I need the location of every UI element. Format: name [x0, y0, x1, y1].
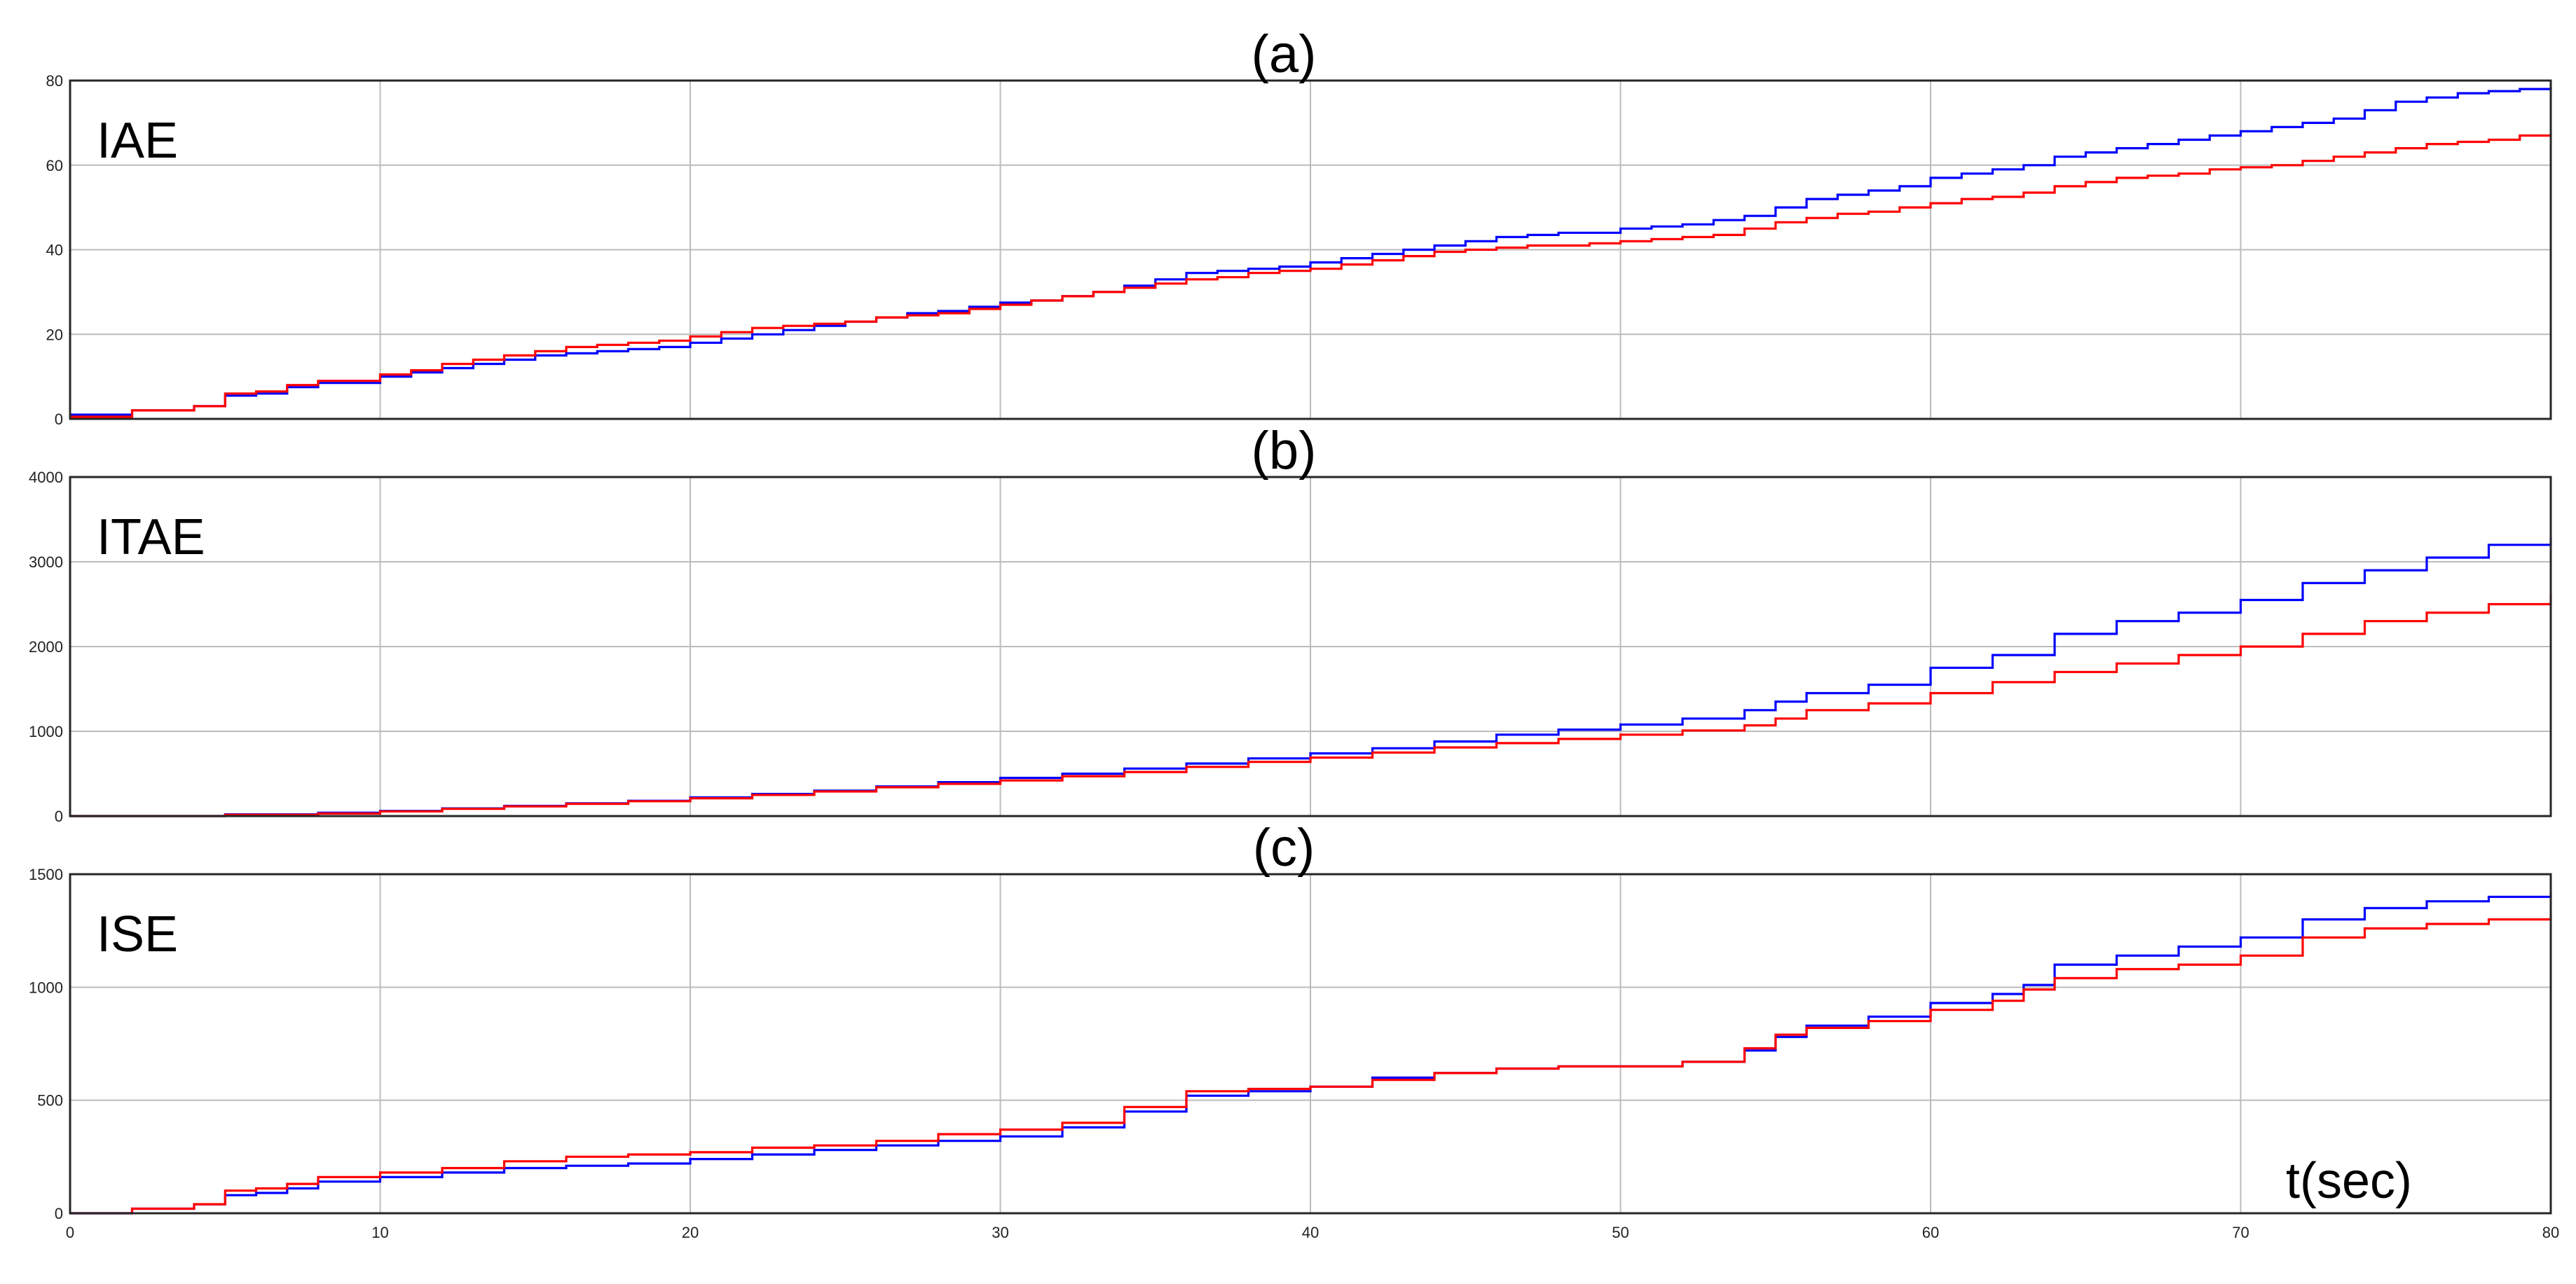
y-tick-label: 0	[55, 1205, 63, 1222]
series-c-red	[70, 915, 2552, 1215]
metric-label-a: IAE	[97, 113, 178, 169]
plot-border-b	[69, 476, 2552, 817]
series-b-red	[70, 594, 2552, 817]
y-tick-label: 4000	[29, 469, 63, 486]
x-tick-label: 70	[2232, 1224, 2249, 1241]
panel-a: 0 20 40 60 80 (a) IAE	[46, 25, 2552, 428]
plot-border-c	[69, 873, 2552, 1215]
y-tick-label: 60	[46, 157, 63, 174]
x-tick-label: 20	[682, 1224, 699, 1241]
x-tick-label: 30	[992, 1224, 1008, 1241]
y-tick-label: 1000	[29, 979, 63, 996]
x-tick-label: 0	[66, 1224, 74, 1241]
metric-label-b: ITAE	[97, 509, 205, 565]
panel-title-b: (b)	[1252, 421, 1317, 481]
series-a-red	[70, 133, 2552, 418]
y-tick-label: 40	[46, 242, 63, 259]
x-tick-label: 60	[1922, 1224, 1939, 1241]
y-tick-label: 1000	[29, 723, 63, 740]
plot-border-a	[69, 79, 2552, 420]
panel-title-c: (c)	[1253, 818, 1315, 878]
panel-title-a: (a)	[1252, 25, 1317, 84]
y-tick-label: 1500	[29, 866, 63, 883]
x-tick-label: 10	[371, 1224, 388, 1241]
y-tick-label: 500	[37, 1092, 63, 1110]
y-tick-label: 20	[46, 326, 63, 343]
y-tick-label: 0	[55, 808, 63, 825]
y-tick-label: 2000	[29, 638, 63, 656]
panel-c: 0 500 1000 1500 0 10 20 30 40 50 60 70 80 (c) ISE t(sec…	[29, 818, 2559, 1241]
x-tick-label: 50	[1612, 1224, 1629, 1241]
x-axis-label: t(sec)	[2286, 1153, 2412, 1209]
y-tick-label: 3000	[29, 553, 63, 571]
x-tick-label: 40	[1302, 1224, 1319, 1241]
series-a-blue	[70, 87, 2552, 416]
metric-label-c: ISE	[97, 906, 178, 962]
y-tick-label: 0	[55, 410, 63, 428]
y-tick-label: 80	[46, 72, 63, 90]
panel-b: 0 1000 2000 3000 4000 (b) ITAE	[29, 421, 2552, 825]
x-tick-label: 80	[2542, 1224, 2559, 1241]
